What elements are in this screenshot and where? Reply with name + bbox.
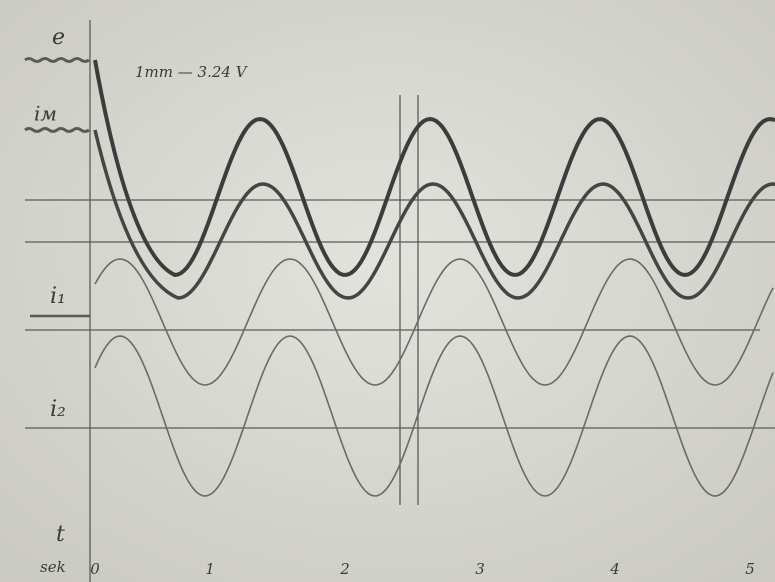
label-im: iм — [34, 102, 57, 126]
time-tick-label: 5 — [745, 560, 755, 578]
time-tick-label: 0 — [90, 560, 100, 578]
time-unit: sek — [40, 558, 66, 576]
oscillogram: e iм i₁ i₂ t 1mm — 3.24 V sek 0 1 2 3 4 5 — [0, 0, 775, 582]
time-tick-label: 4 — [609, 560, 620, 578]
label-e: e — [52, 25, 65, 50]
scale-note: 1mm — 3.24 V — [135, 63, 249, 81]
time-tick-label: 2 — [339, 560, 350, 578]
label-i1: i₁ — [50, 284, 66, 309]
time-tick-label: 1 — [205, 560, 215, 578]
label-t: t — [56, 522, 65, 547]
label-i2: i₂ — [50, 397, 66, 422]
time-tick-label: 3 — [475, 560, 485, 578]
